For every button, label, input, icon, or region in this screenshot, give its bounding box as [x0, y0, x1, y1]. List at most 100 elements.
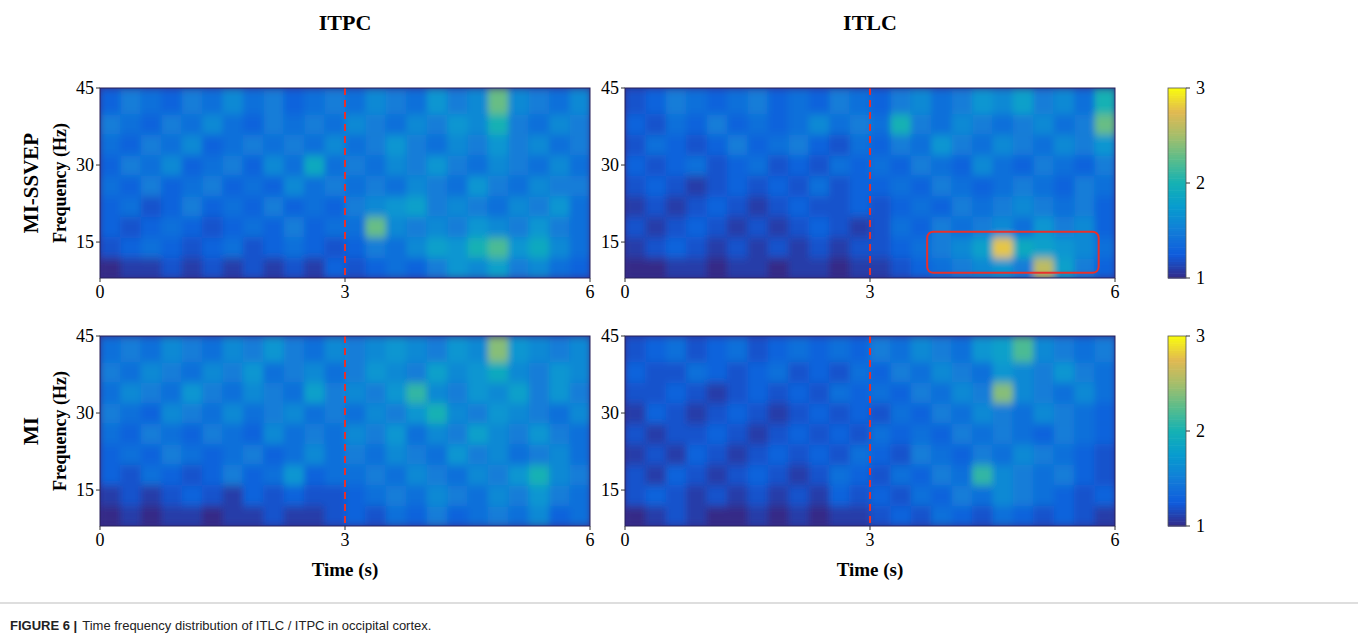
heatmap-cell [1095, 382, 1115, 403]
heatmap-cell [850, 196, 871, 217]
heatmap-cell [488, 196, 509, 217]
heatmap-cell [100, 382, 121, 403]
heatmap-cell [850, 134, 871, 155]
heatmap-cell [1095, 464, 1115, 485]
heatmap-cell [100, 216, 121, 237]
heatmap-cell [182, 505, 203, 526]
heatmap-cell [570, 485, 590, 506]
heatmap-cell [829, 464, 850, 485]
heatmap-cell [325, 175, 346, 196]
heatmap-cell [1074, 505, 1095, 526]
heatmap-cell [850, 423, 871, 444]
heatmap-cell [850, 257, 871, 278]
heatmap-cell [727, 485, 748, 506]
heatmap-cell [141, 336, 162, 362]
heatmap-cell [141, 403, 162, 424]
plot-frame [625, 336, 1115, 526]
heatmap-cell [120, 155, 141, 176]
heatmap-cell [406, 88, 427, 114]
heatmap-cell [284, 175, 305, 196]
y-tick [621, 165, 625, 166]
heatmap-cell [508, 175, 529, 196]
heatmap-cell [1054, 196, 1075, 217]
heatmap-cell [1033, 216, 1054, 237]
heatmap-cell [529, 362, 550, 383]
heatmap-cell [788, 336, 809, 362]
heatmap-cell [850, 403, 871, 424]
heatmap-cell [386, 362, 407, 383]
heatmap-cell [1013, 336, 1034, 362]
heatmap-cell [141, 485, 162, 506]
heatmap-cell [809, 216, 830, 237]
heatmap-cell [468, 464, 489, 485]
heatmap-cell [386, 196, 407, 217]
heatmap-cell [325, 444, 346, 465]
heatmap-cell [570, 403, 590, 424]
heatmap-cell [931, 444, 952, 465]
heatmap-cell [727, 216, 748, 237]
heatmap-cell [427, 362, 448, 383]
heatmap-cell [529, 114, 550, 135]
heatmap-cell [625, 88, 646, 114]
heatmap-cell [488, 175, 509, 196]
heatmap-cell [1033, 464, 1054, 485]
y-tick-label: 30 [76, 403, 94, 423]
heatmap-cell [870, 336, 891, 362]
heatmap-cell [386, 88, 407, 114]
heatmap-cell [768, 175, 789, 196]
heatmap-cell [447, 362, 468, 383]
heatmap-cell [1074, 196, 1095, 217]
heatmap-cell [304, 88, 325, 114]
y-tick-label: 45 [76, 326, 94, 346]
heatmap-cell [931, 114, 952, 135]
heatmap-cell [952, 444, 973, 465]
heatmap-cell [748, 257, 769, 278]
heatmap-cell [447, 237, 468, 258]
heatmap-cell [952, 216, 973, 237]
heatmap-cell [325, 362, 346, 383]
heatmap-cell [829, 175, 850, 196]
heatmap-cell [645, 505, 666, 526]
heatmap-cell [686, 216, 707, 237]
heatmap-cell [1095, 444, 1115, 465]
heatmap-cell [768, 423, 789, 444]
heatmap-cell [202, 134, 223, 155]
heatmap-cell [1013, 88, 1034, 114]
heatmap-cell [120, 216, 141, 237]
heatmap-cell [406, 485, 427, 506]
heatmap-cell [100, 88, 121, 114]
heatmap-cell [829, 444, 850, 465]
heatmap-cell [809, 134, 830, 155]
heatmap-cell [707, 403, 728, 424]
heatmap-cell [427, 464, 448, 485]
heatmap-cell [625, 175, 646, 196]
heatmap-cell [1074, 382, 1095, 403]
heatmap-cell [748, 175, 769, 196]
heatmap-cell [890, 464, 911, 485]
heatmap-cell [768, 134, 789, 155]
heatmap-cell [1054, 155, 1075, 176]
heatmap-cell [304, 216, 325, 237]
heatmap-cell [468, 403, 489, 424]
heatmap-cell [549, 485, 570, 506]
heatmap-cell [870, 423, 891, 444]
y-tick-label: 30 [601, 155, 619, 175]
heatmap-cell [890, 175, 911, 196]
heatmap-cell [141, 216, 162, 237]
heatmap-cell [141, 464, 162, 485]
cells [100, 336, 590, 526]
heatmap-cell [727, 196, 748, 217]
heatmap-cell [625, 114, 646, 135]
heatmap-cell [829, 257, 850, 278]
plot-area [100, 88, 590, 278]
heatmap-cell [345, 196, 366, 217]
heatmap-cell [952, 505, 973, 526]
heatmap-cell [508, 362, 529, 383]
heatmap-cell [161, 88, 182, 114]
heatmap-cell [931, 403, 952, 424]
heatmap-cell [365, 155, 386, 176]
heatmap-cell [263, 505, 284, 526]
heatmap-cell [488, 216, 509, 237]
heatmap-cell [406, 114, 427, 135]
heatmap-cell [1074, 237, 1095, 258]
